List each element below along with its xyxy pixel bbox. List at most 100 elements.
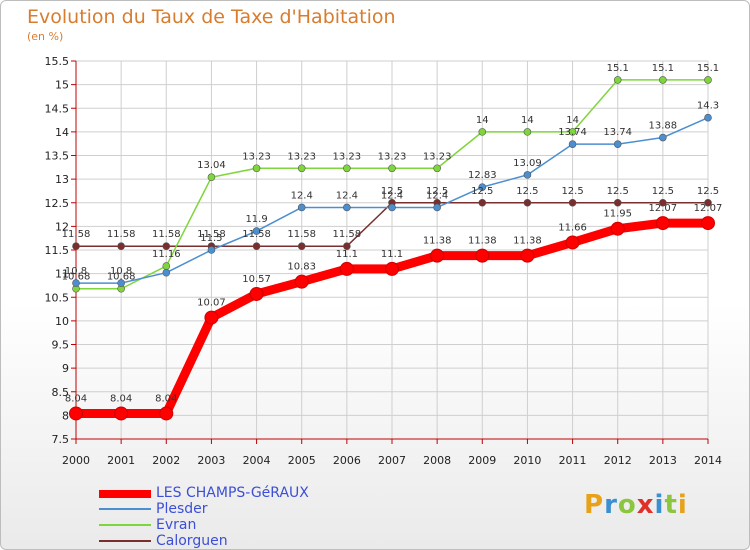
- x-tick-label: 2011: [559, 454, 587, 467]
- x-tick-label: 2003: [197, 454, 225, 467]
- series-layer: [69, 76, 715, 421]
- data-point-evran: [433, 164, 441, 173]
- data-point-les-champs-geraux: [204, 310, 219, 325]
- data-label-les-champs-geraux: 12.07: [694, 203, 723, 214]
- data-point-evran: [388, 164, 396, 173]
- data-point-calorguen: [72, 242, 80, 251]
- x-tick-label: 2008: [423, 454, 451, 467]
- data-label-evran: 14: [521, 115, 534, 126]
- data-point-les-champs-geraux: [520, 248, 535, 263]
- x-tick-label: 2013: [649, 454, 677, 467]
- data-label-plesder: 12.83: [468, 170, 497, 181]
- data-point-les-champs-geraux: [114, 406, 129, 421]
- x-tick-label: 2007: [378, 454, 406, 467]
- y-tick-label: 9.5: [52, 339, 70, 352]
- y-tick-label: 15.5: [45, 55, 70, 68]
- x-tick-label: 2009: [468, 454, 496, 467]
- y-tick-label: 9: [62, 362, 69, 375]
- y-tick-label: 14.5: [45, 102, 70, 115]
- data-label-evran: 13.23: [242, 151, 271, 162]
- data-point-les-champs-geraux: [610, 221, 625, 236]
- legend-swatch-calorguen: [99, 540, 151, 542]
- data-label-plesder: 14.3: [697, 101, 719, 112]
- data-label-plesder: 10.8: [110, 266, 132, 277]
- data-point-plesder: [297, 203, 306, 212]
- data-label-les-champs-geraux: 8.04: [65, 393, 87, 404]
- proxiti-logo: Proxiti: [584, 490, 688, 520]
- y-tick-label: 14: [55, 126, 69, 139]
- data-point-calorguen: [252, 242, 261, 251]
- data-point-calorguen: [297, 242, 306, 251]
- x-tick-label: 2002: [152, 454, 180, 467]
- y-tick-label: 12.5: [45, 197, 70, 210]
- y-tick-label: 7.5: [52, 433, 70, 446]
- data-point-calorguen: [613, 198, 622, 207]
- x-tick-label: 2001: [107, 454, 135, 467]
- data-label-evran: 13.04: [197, 160, 226, 171]
- data-point-plesder: [523, 171, 532, 179]
- data-label-les-champs-geraux: 11.38: [423, 236, 452, 247]
- data-point-evran: [478, 128, 487, 136]
- data-point-calorguen: [343, 242, 351, 251]
- data-point-plesder: [388, 203, 396, 212]
- data-label-evran: 13.23: [378, 151, 407, 162]
- data-point-plesder: [252, 227, 261, 235]
- data-label-les-champs-geraux: 11.95: [603, 209, 632, 220]
- y-tick-label: 8.5: [52, 386, 70, 399]
- data-label-plesder: 13.74: [558, 127, 587, 138]
- data-point-plesder: [117, 279, 125, 287]
- y-tick-label: 11.5: [45, 244, 70, 257]
- data-point-les-champs-geraux: [565, 235, 580, 250]
- data-point-calorguen: [478, 198, 487, 207]
- data-point-plesder: [568, 140, 577, 148]
- data-point-les-champs-geraux: [430, 248, 445, 263]
- data-label-plesder: 11.5: [200, 233, 222, 244]
- data-point-plesder: [478, 183, 487, 191]
- data-label-evran: 13.23: [287, 151, 316, 162]
- data-label-plesder: 13.09: [513, 158, 542, 169]
- data-label-calorguen: 11.58: [242, 229, 271, 240]
- data-label-calorguen: 11.58: [152, 229, 181, 240]
- data-label-calorguen: 11.58: [287, 229, 316, 240]
- data-point-les-champs-geraux: [475, 248, 490, 263]
- data-label-calorguen: 12.5: [426, 186, 448, 197]
- data-point-evran: [252, 164, 261, 173]
- data-point-plesder: [659, 133, 667, 142]
- data-label-calorguen: 12.5: [561, 186, 583, 197]
- data-point-evran: [568, 128, 577, 136]
- data-label-evran: 14: [476, 115, 489, 126]
- y-tick-label: 8: [62, 409, 69, 422]
- data-label-les-champs-geraux: 8.04: [155, 393, 177, 404]
- data-label-calorguen: 12.5: [516, 186, 538, 197]
- x-tick-label: 2000: [62, 454, 90, 467]
- data-point-evran: [613, 76, 622, 84]
- data-point-les-champs-geraux: [69, 406, 83, 421]
- x-tick-label: 2010: [513, 454, 541, 467]
- data-label-plesder: 10.8: [65, 266, 87, 277]
- x-tick-label: 2004: [243, 454, 271, 467]
- data-label-evran: 10.68: [107, 272, 136, 283]
- data-point-plesder: [72, 279, 80, 287]
- data-point-les-champs-geraux: [339, 261, 354, 276]
- data-label-les-champs-geraux: 12.07: [649, 203, 678, 214]
- data-label-evran: 11.16: [152, 249, 181, 260]
- data-label-evran: 15.1: [697, 63, 719, 74]
- data-label-les-champs-geraux: 10.07: [197, 298, 226, 309]
- data-point-les-champs-geraux: [385, 261, 399, 276]
- legend-swatch-plesder: [99, 508, 151, 510]
- data-point-calorguen: [568, 198, 577, 207]
- y-tick-label: 11: [55, 268, 69, 281]
- data-point-les-champs-geraux: [294, 274, 309, 289]
- data-point-evran: [207, 173, 216, 182]
- data-label-calorguen: 11.58: [107, 229, 136, 240]
- data-label-evran: 13.23: [423, 151, 452, 162]
- chart-title: Evolution du Taux de Taxe d'Habitation: [27, 6, 396, 28]
- y-tick-label: 13.5: [45, 150, 70, 163]
- data-point-calorguen: [117, 242, 125, 251]
- axis-layer: 7.5 8 8.5 9 9.5 10 10.5 11 11.5 12 12.5 13 13.5 14 14.…: [45, 55, 723, 467]
- data-label-plesder: 11.9: [245, 214, 267, 225]
- x-tick-label: 2012: [604, 454, 632, 467]
- data-label-les-champs-geraux: 8.04: [110, 393, 132, 404]
- data-point-les-champs-geraux: [159, 406, 174, 421]
